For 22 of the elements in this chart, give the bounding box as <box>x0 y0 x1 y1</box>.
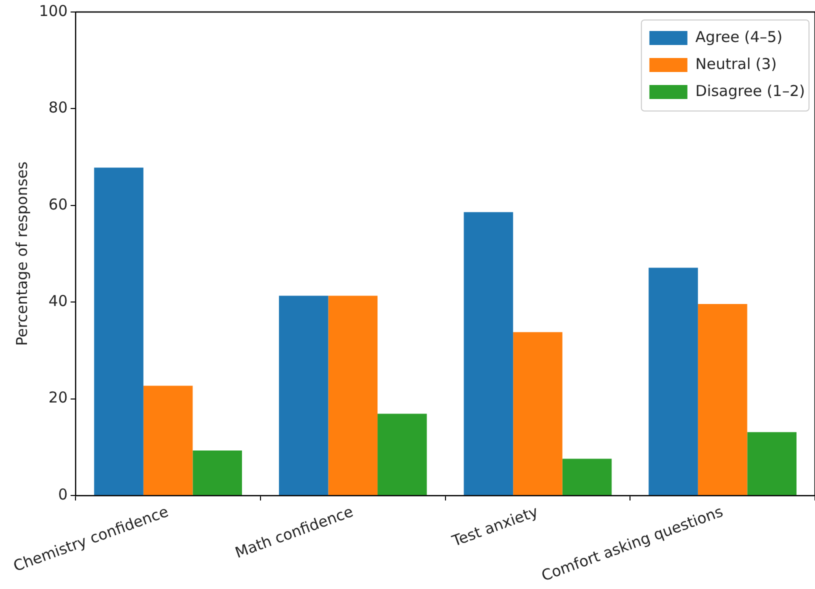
bar <box>513 332 562 495</box>
bar <box>648 268 698 495</box>
legend-label: Neutral (3) <box>695 54 777 73</box>
legend-label: Disagree (1–2) <box>695 82 806 100</box>
bar <box>278 296 328 495</box>
bar <box>747 432 797 495</box>
legend-label: Agree (4–5) <box>695 28 783 46</box>
bar <box>328 296 378 495</box>
y-tick-label: 60 <box>48 195 68 214</box>
bar <box>698 304 748 495</box>
bar <box>94 168 144 495</box>
y-tick-label: 40 <box>48 292 68 310</box>
y-tick-label: 100 <box>38 2 68 20</box>
y-tick-label: 80 <box>48 98 68 117</box>
bar <box>562 458 612 495</box>
bar <box>143 386 193 495</box>
bar <box>464 212 514 495</box>
y-axis-title: Percentage of responses <box>12 161 31 346</box>
y-tick-label: 0 <box>58 485 68 504</box>
bar <box>378 414 427 495</box>
bar <box>192 450 242 495</box>
y-tick-label: 20 <box>48 388 68 407</box>
